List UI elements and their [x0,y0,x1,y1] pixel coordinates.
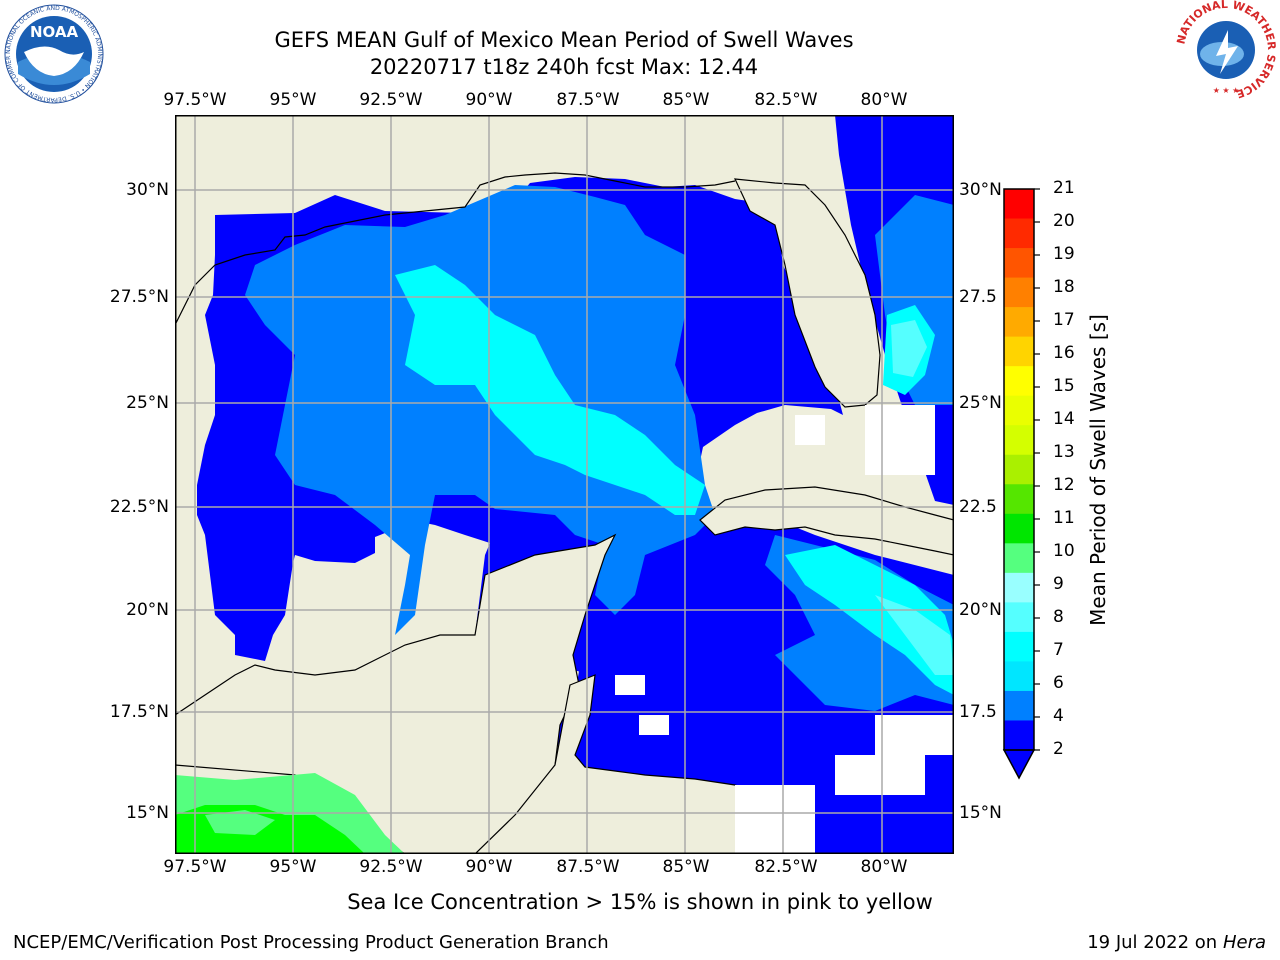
lon-label-bottom: 97.5°W [163,857,227,877]
lat-label-right: 20°N [959,600,1002,620]
colorbar-swatch [1004,307,1034,338]
colorbar-tick-label: 6 [1053,673,1064,693]
colorbar-swatch [1004,631,1034,662]
colorbar-swatch [1004,366,1034,397]
nws-logo: NATIONAL WEATHER SERVICE ★ ★ ★ [1176,0,1276,100]
lon-label-bottom: 82.5°W [754,857,818,877]
sea-ice-note: Sea Ice Concentration > 15% is shown in … [347,890,933,914]
lat-label-right: 15°N [959,803,1002,823]
colorbar-tick-label: 14 [1053,409,1075,429]
colorbar-tick-label: 8 [1053,607,1064,627]
lat-label-right: 17.5 [959,702,997,722]
colorbar-tick-label: 20 [1053,211,1075,231]
swell-6s-area [395,265,705,515]
colorbar-tick-label: 9 [1053,574,1064,594]
colorbar-tick-label: 4 [1053,706,1064,726]
noaa-logo: NOAA NATIONAL OCEANIC AND ATMOSPHERIC AD… [4,4,104,104]
colorbar-tick-label: 15 [1053,376,1075,396]
colorbar-swatch [1004,425,1034,456]
colorbar-label: Mean Period of Swell Waves [s] [1086,314,1110,626]
lon-label-bottom: 85°W [662,857,710,877]
colorbar-swatch [1004,277,1034,308]
lon-label-bottom: 90°W [465,857,513,877]
swell-9s-area [205,810,275,835]
colorbar-tick-label: 7 [1053,640,1064,660]
colorbar-swatch [1004,543,1034,574]
colorbar-swatch [1004,484,1034,515]
colorbar-tick-label: 12 [1053,475,1075,495]
colorbar-tick-label: 19 [1053,244,1075,264]
colorbar-swatch [1004,720,1034,751]
lon-label-top: 80°W [860,90,908,110]
colorbar-tick-label: 11 [1053,508,1075,528]
swell-7s-area [891,320,927,377]
lat-label-left: 22.5°N [109,497,169,517]
lon-label-bottom: 95°W [269,857,317,877]
lon-label-top: 82.5°W [754,90,818,110]
colorbar-swatch [1004,189,1034,220]
lon-label-bottom: 87.5°W [556,857,620,877]
lat-label-left: 27.5°N [109,287,169,307]
lon-label-top: 95°W [269,90,317,110]
colorbar-swatch [1004,248,1034,279]
footer-date: 19 Jul 2022 on Hera [1087,932,1266,953]
chart-title: GEFS MEAN Gulf of Mexico Mean Period of … [274,28,854,52]
chart-subtitle: 20220717 t18z 240h fcst Max: 12.44 [369,55,759,79]
colorbar-swatch [1004,661,1034,692]
lat-label-left: 30°N [126,180,169,200]
swell-6s-area [785,545,954,695]
colorbar-tick-label: 16 [1053,343,1075,363]
lat-label-right: 25°N [959,393,1002,413]
footer-credit: NCEP/EMC/Verification Post Processing Pr… [13,932,609,953]
lat-label-left: 17.5°N [109,702,169,722]
lat-label-right: 27.5 [959,287,997,307]
colorbar-tick-label: 21 [1053,178,1075,198]
colorbar-swatch [1004,572,1034,603]
footer-host: Hera [1222,932,1266,953]
colorbar-outline [1003,188,1035,751]
lon-label-top: 97.5°W [163,90,227,110]
colorbar-tick-label: 10 [1053,541,1075,561]
colorbar-tick-label: 2 [1053,739,1064,759]
map-panel [175,115,954,854]
svg-text:★ ★ ★: ★ ★ ★ [1213,86,1240,95]
lat-label-left: 20°N [126,600,169,620]
colorbar-swatch [1004,218,1034,249]
lon-label-top: 85°W [662,90,710,110]
colorbar-swatch [1004,690,1034,721]
central-america-land [474,674,816,854]
lat-label-right: 30°N [959,180,1002,200]
colorbar-swatch [1004,513,1034,544]
noaa-logo-text: NOAA [30,23,79,41]
colorbar-swatch [1004,336,1034,367]
lon-label-bottom: 80°W [860,857,908,877]
lon-label-bottom: 92.5°W [359,857,423,877]
lat-label-right: 22.5 [959,497,997,517]
map-gridlines [175,115,954,854]
cuba-land [699,486,954,556]
lon-label-top: 92.5°W [359,90,423,110]
colorbar-extend-triangle [1002,749,1036,780]
swell-7s-area [875,595,954,675]
lon-label-top: 90°W [465,90,513,110]
lat-label-left: 25°N [126,393,169,413]
colorbar [1002,188,1040,780]
colorbar-swatch [1004,395,1034,426]
lon-label-top: 87.5°W [556,90,620,110]
colorbar-swatch [1004,602,1034,633]
colorbar-swatch [1004,454,1034,485]
yucatan-land [175,533,617,854]
gulf-north-coast [175,172,736,326]
lat-label-left: 15°N [126,803,169,823]
colorbar-tick-label: 17 [1053,310,1075,330]
colorbar-tick-label: 13 [1053,442,1075,462]
colorbar-tick-label: 18 [1053,277,1075,297]
